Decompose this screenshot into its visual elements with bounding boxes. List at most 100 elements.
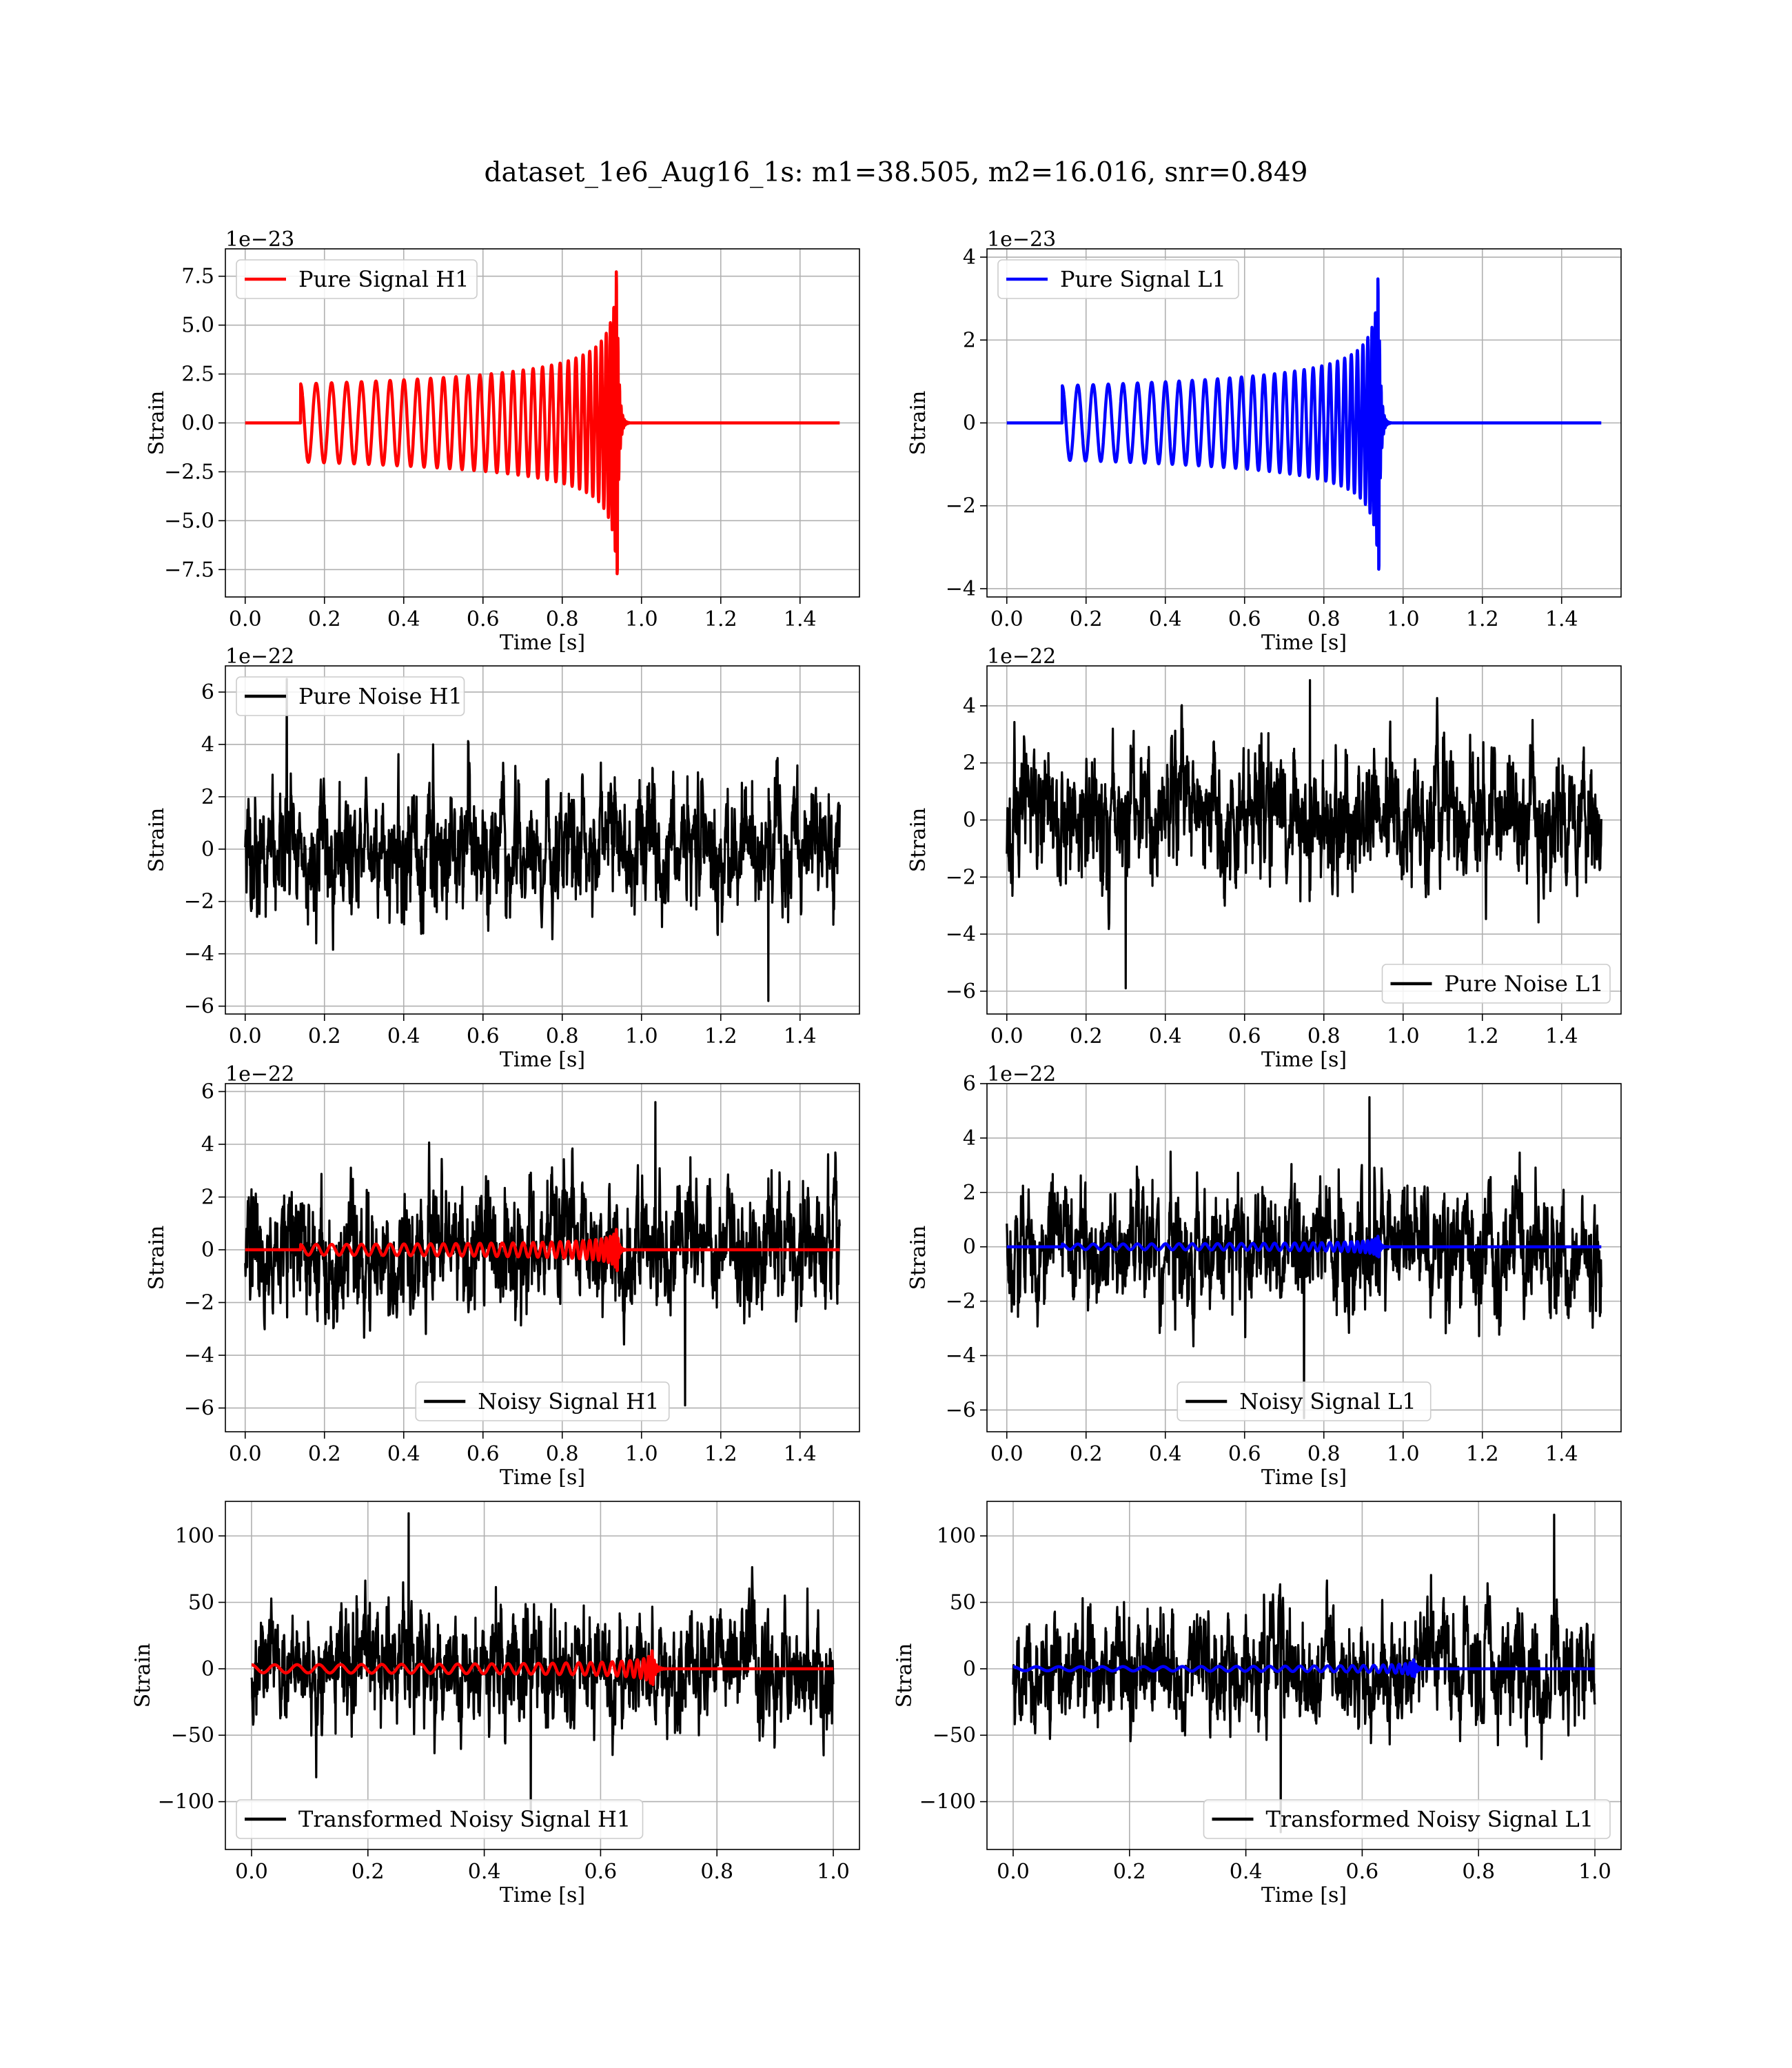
x-tick-label: 0.8 bbox=[700, 1860, 733, 1884]
x-tick-label: 0.0 bbox=[229, 607, 262, 631]
x-tick-label: 0.8 bbox=[1307, 607, 1341, 631]
y-axis-label: Strain bbox=[145, 808, 169, 873]
y-axis-label: Strain bbox=[906, 1226, 930, 1290]
x-tick-label: 0.4 bbox=[387, 1442, 420, 1466]
x-axis-label: Time [s] bbox=[1261, 1883, 1347, 1907]
x-tick-label: 0.8 bbox=[1307, 1024, 1341, 1048]
x-tick-label: 0.6 bbox=[1228, 1024, 1261, 1048]
chart-panel-pure-signal-l1: 0.0 0.2 0.4 0.6 0.8 1.0 1.2 1.4 −4 −2 0 2 4 Time [s] S… bbox=[906, 227, 1622, 655]
x-tick-label: 1.0 bbox=[625, 607, 658, 631]
y-tick-label: −2 bbox=[184, 890, 214, 914]
chart-panel-pure-signal-h1: 0.0 0.2 0.4 0.6 0.8 1.0 1.2 1.4 −7.5 −5.0 −2.5 0.0 2… bbox=[145, 227, 860, 655]
legend-box bbox=[1381, 964, 1611, 1004]
x-tick-label: 0.6 bbox=[1228, 1442, 1261, 1466]
y-tick-label: −6 bbox=[184, 995, 214, 1019]
chart-panel-noisy-signal-h1: 0.0 0.2 0.4 0.6 0.8 1.0 1.2 1.4 −6 −4 −2 0 2 4 6 Time [… bbox=[145, 1062, 860, 1490]
series-line-signal-overlay bbox=[243, 1228, 842, 1273]
x-tick-label: 0.6 bbox=[1346, 1860, 1379, 1884]
x-tick-label: 1.0 bbox=[1578, 1860, 1611, 1884]
y-tick-label: 2 bbox=[963, 1181, 976, 1205]
x-tick-label: 0.4 bbox=[1149, 607, 1182, 631]
x-tick-label: 0.2 bbox=[1070, 1442, 1103, 1466]
x-axis-label: Time [s] bbox=[500, 631, 585, 655]
y-tick-label: 5.0 bbox=[181, 314, 214, 338]
y-tick-label: −7.5 bbox=[164, 558, 214, 582]
x-tick-label: 1.4 bbox=[1545, 1442, 1578, 1466]
series-line-pure-signal-h1 bbox=[243, 270, 842, 576]
legend-label: Pure Signal L1 bbox=[1060, 266, 1226, 292]
x-tick-label: 0.0 bbox=[990, 607, 1024, 631]
legend-label: Pure Signal H1 bbox=[298, 266, 469, 292]
y-tick-label: 0 bbox=[963, 1657, 976, 1681]
x-tick-label: 1.2 bbox=[1466, 1442, 1499, 1466]
y-tick-label: 4 bbox=[201, 1133, 214, 1157]
axes-frame bbox=[225, 1083, 860, 1432]
axes-frame bbox=[986, 1083, 1622, 1432]
x-tick-label: 0.0 bbox=[997, 1860, 1030, 1884]
y-axis-label: Strain bbox=[906, 808, 930, 873]
x-axis-label: Time [s] bbox=[500, 1048, 585, 1072]
legend: Noisy Signal L1 bbox=[1177, 1381, 1432, 1421]
legend-label: Pure Noise H1 bbox=[298, 683, 462, 709]
y-tick-label: 2 bbox=[963, 751, 976, 776]
legend-box bbox=[236, 259, 478, 299]
plot-area bbox=[244, 678, 841, 1002]
plot-area bbox=[243, 270, 842, 576]
x-tick-label: 1.0 bbox=[1387, 1024, 1420, 1048]
x-tick-label: 1.4 bbox=[1545, 1024, 1578, 1048]
axis-offset-label: 1e−23 bbox=[225, 227, 294, 252]
y-tick-label: −2 bbox=[184, 1291, 214, 1315]
legend: Pure Signal L1 bbox=[997, 259, 1239, 299]
series-line-pure-signal-l1 bbox=[1005, 277, 1603, 571]
axis-offset-label: 1e−23 bbox=[987, 227, 1056, 252]
legend: Pure Noise L1 bbox=[1381, 964, 1611, 1004]
y-tick-label: −2 bbox=[946, 865, 976, 889]
x-tick-label: 1.0 bbox=[625, 1024, 658, 1048]
x-tick-label: 1.2 bbox=[1466, 607, 1499, 631]
axis-offset-label: 1e−22 bbox=[987, 1062, 1056, 1086]
legend: Pure Noise H1 bbox=[236, 676, 465, 716]
series-line-signal-overlay bbox=[1012, 1658, 1596, 1679]
x-tick-label: 0.0 bbox=[229, 1024, 262, 1048]
chart-panel-pure-noise-h1: 0.0 0.2 0.4 0.6 0.8 1.0 1.2 1.4 −6 −4 −2 0 2 4 6 Time [… bbox=[145, 645, 860, 1072]
y-tick-label: 7.5 bbox=[181, 265, 214, 289]
chart-panel-pure-noise-l1: 0.0 0.2 0.4 0.6 0.8 1.0 1.2 1.4 −6 −4 −2 0 2 4 Time [s… bbox=[906, 645, 1622, 1072]
y-tick-label: 4 bbox=[963, 1126, 976, 1150]
plot-area bbox=[1012, 1513, 1596, 1834]
x-tick-label: 0.0 bbox=[990, 1024, 1024, 1048]
chart-panel-transformed-h1: 0.0 0.2 0.4 0.6 0.8 1.0 −100 −50 0 50 100 Time [s] S… bbox=[131, 1501, 860, 1907]
x-tick-label: 1.4 bbox=[784, 607, 817, 631]
y-tick-label: 2.5 bbox=[181, 363, 214, 387]
x-tick-label: 0.8 bbox=[546, 1442, 579, 1466]
plot-area bbox=[243, 1101, 842, 1407]
plot-area bbox=[250, 1512, 835, 1819]
x-tick-label: 0.2 bbox=[352, 1860, 385, 1884]
x-tick-label: 0.6 bbox=[467, 1024, 500, 1048]
legend-label: Transformed Noisy Signal H1 bbox=[298, 1806, 631, 1832]
grid bbox=[225, 666, 859, 1014]
series-line-transformed-noisy-signal-h1 bbox=[250, 1512, 835, 1819]
y-tick-label: 4 bbox=[963, 245, 976, 270]
chart-panel-transformed-l1: 0.0 0.2 0.4 0.6 0.8 1.0 −100 −50 0 50 100 Time [s] S… bbox=[893, 1501, 1622, 1907]
legend-label: Noisy Signal L1 bbox=[1239, 1388, 1416, 1415]
y-tick-label: 2 bbox=[201, 1186, 214, 1210]
y-tick-label: −50 bbox=[171, 1723, 214, 1747]
y-tick-label: 50 bbox=[950, 1590, 976, 1614]
series-line-pure-noise-l1 bbox=[1006, 679, 1602, 990]
x-axis-label: Time [s] bbox=[1261, 1048, 1347, 1072]
legend-box bbox=[415, 1381, 670, 1421]
series-line-noisy-signal-h1 bbox=[244, 1101, 841, 1407]
x-tick-label: 1.2 bbox=[1466, 1024, 1499, 1048]
series-line-signal-overlay bbox=[1005, 1235, 1603, 1259]
y-tick-label: −4 bbox=[946, 1344, 976, 1368]
legend: Transformed Noisy Signal H1 bbox=[236, 1799, 644, 1839]
x-tick-label: 0.8 bbox=[1307, 1442, 1341, 1466]
x-tick-label: 1.2 bbox=[704, 607, 737, 631]
x-tick-label: 0.2 bbox=[1070, 1024, 1103, 1048]
y-tick-label: 4 bbox=[201, 733, 214, 757]
x-tick-label: 0.2 bbox=[308, 607, 341, 631]
x-tick-label: 0.4 bbox=[387, 607, 420, 631]
plot-area bbox=[1006, 679, 1602, 990]
x-tick-label: 0.2 bbox=[308, 1024, 341, 1048]
x-tick-label: 0.8 bbox=[546, 1024, 579, 1048]
